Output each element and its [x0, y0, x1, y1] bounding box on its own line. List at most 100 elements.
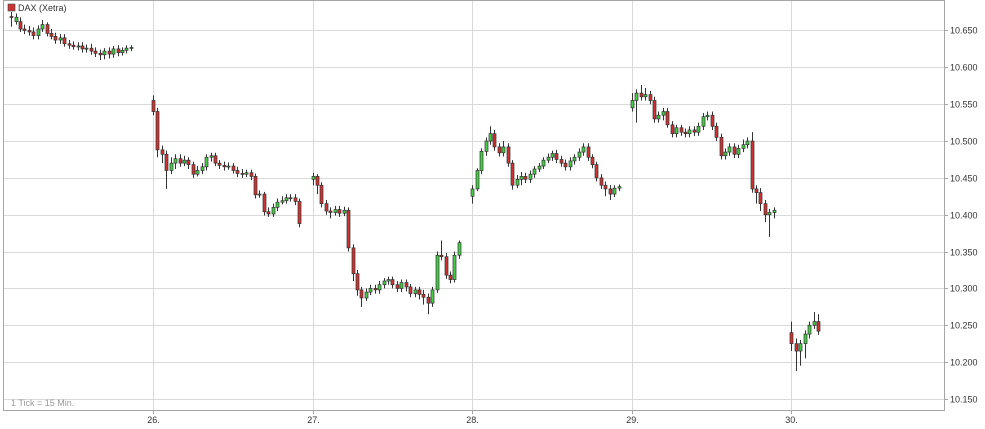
candle: [741, 139, 746, 153]
candle-body: [351, 247, 356, 275]
candle: [417, 286, 422, 300]
candle-body: [679, 127, 684, 133]
candle-body: [319, 184, 324, 205]
candle-body: [253, 176, 258, 196]
candle-body: [741, 144, 746, 149]
candle: [661, 107, 666, 121]
candle-body: [452, 254, 457, 280]
candle-body: [510, 162, 515, 186]
candle-body: [89, 47, 94, 52]
candle-body: [617, 186, 622, 189]
candle-body: [546, 156, 551, 161]
candle-body: [288, 197, 293, 200]
candle: [351, 244, 356, 282]
candle-body: [404, 282, 409, 288]
candle-body: [435, 254, 440, 291]
candle: [129, 45, 134, 52]
candle-body: [262, 193, 267, 213]
candle-body: [497, 146, 502, 154]
candle-body: [590, 156, 595, 165]
candle: [333, 205, 338, 216]
candle-body: [705, 114, 710, 118]
candle: [271, 203, 276, 217]
candle: [563, 159, 568, 171]
candle-body: [736, 148, 741, 155]
candle-body: [124, 47, 129, 51]
candle-body: [328, 210, 333, 213]
candle-body: [572, 156, 577, 162]
y-tick-label: 10.300: [950, 284, 978, 294]
candle-body: [523, 176, 528, 180]
candle: [763, 199, 768, 223]
candle: [58, 34, 63, 44]
x-tick-label: 27.: [307, 415, 320, 425]
candle-body: [444, 256, 449, 276]
candle: [116, 45, 121, 57]
candle: [53, 32, 58, 44]
candle-body: [151, 100, 156, 112]
candle-body: [665, 111, 670, 126]
candle: [643, 87, 648, 101]
candle: [758, 188, 763, 212]
x-tick-label: 28.: [466, 415, 479, 425]
candle-body: [9, 16, 14, 18]
candle: [687, 126, 692, 138]
candle: [98, 49, 103, 60]
candle-body: [107, 50, 112, 55]
candle: [84, 44, 89, 53]
candle: [475, 168, 480, 192]
candle: [430, 286, 435, 307]
candle: [226, 162, 231, 170]
candle-body: [53, 36, 58, 41]
candle-body: [80, 45, 85, 50]
candle: [319, 182, 324, 208]
candle: [652, 96, 657, 123]
candle-body: [559, 159, 564, 164]
candle-body: [84, 47, 89, 50]
candle: [120, 47, 125, 56]
candle-body: [541, 159, 546, 167]
candle-body: [155, 111, 160, 151]
candle-body: [76, 45, 81, 48]
candle-body: [111, 48, 116, 55]
candle-body: [727, 146, 732, 153]
candle: [191, 161, 196, 178]
candle-body: [488, 133, 493, 142]
candle: [501, 141, 506, 157]
candle-body: [382, 280, 387, 286]
candle: [253, 173, 258, 199]
candle: [359, 286, 364, 307]
candle: [479, 148, 484, 175]
candle-body: [519, 176, 524, 180]
candle: [470, 185, 475, 204]
legend-label: DAX (Xetra): [18, 3, 67, 13]
candle-body: [257, 193, 262, 196]
y-tick-label: 10.550: [950, 100, 978, 110]
candle: [745, 137, 750, 149]
candle-body: [280, 200, 285, 203]
candle: [257, 190, 262, 198]
y-tick-label: 10.650: [950, 26, 978, 36]
candle: [164, 150, 169, 189]
candle-body: [324, 203, 329, 212]
candle-body: [475, 170, 480, 190]
candle-body: [577, 151, 582, 158]
candle-body: [235, 170, 240, 174]
candle: [803, 330, 808, 359]
candle-body: [586, 146, 591, 158]
candle: [209, 152, 214, 162]
candle-body: [275, 201, 280, 208]
candle: [337, 205, 342, 217]
candle: [235, 166, 240, 178]
candle-body: [643, 94, 648, 98]
candle: [22, 24, 27, 35]
candle-body: [656, 114, 661, 120]
candle: [812, 311, 817, 329]
y-tick-label: 10.450: [950, 174, 978, 184]
candle-body: [222, 164, 227, 168]
candle: [612, 185, 617, 198]
candle-body: [750, 140, 755, 190]
candle: [528, 170, 533, 184]
candle: [732, 143, 737, 158]
candle: [617, 184, 622, 192]
